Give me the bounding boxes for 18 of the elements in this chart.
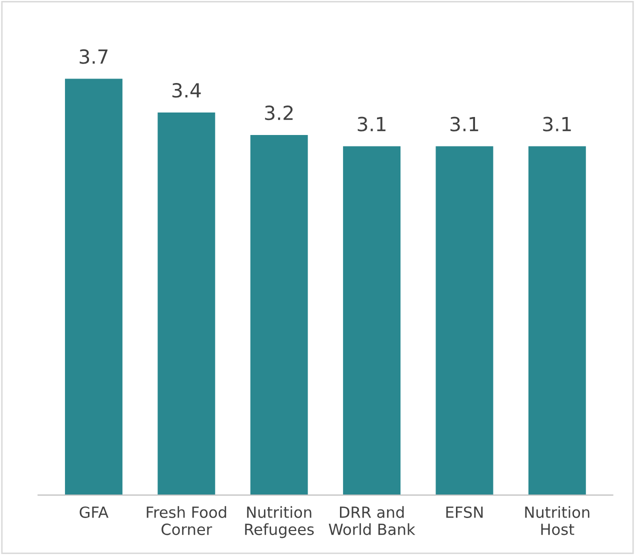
data-label: 3.2 <box>265 105 293 120</box>
data-label: 3.1 <box>543 116 571 132</box>
bar <box>158 112 216 496</box>
data-label: 3.4 <box>172 82 201 98</box>
x-tick-label: Nutrition Refugees <box>245 506 314 538</box>
data-label: 3.7 <box>80 49 108 64</box>
bar <box>343 146 401 496</box>
x-tick-label: Fresh Food Corner <box>146 506 226 536</box>
x-tick-label: Nutrition Host <box>525 506 590 536</box>
bar <box>528 146 586 496</box>
x-tick-label: EFSN <box>446 506 483 518</box>
x-tick-label: DRR and World Bank <box>328 506 416 536</box>
data-label: 3.1 <box>358 116 386 132</box>
bar <box>250 135 308 496</box>
bar <box>436 146 494 496</box>
data-label: 3.1 <box>450 116 478 132</box>
bar <box>64 78 122 496</box>
x-tick-label: GFA <box>80 506 108 518</box>
